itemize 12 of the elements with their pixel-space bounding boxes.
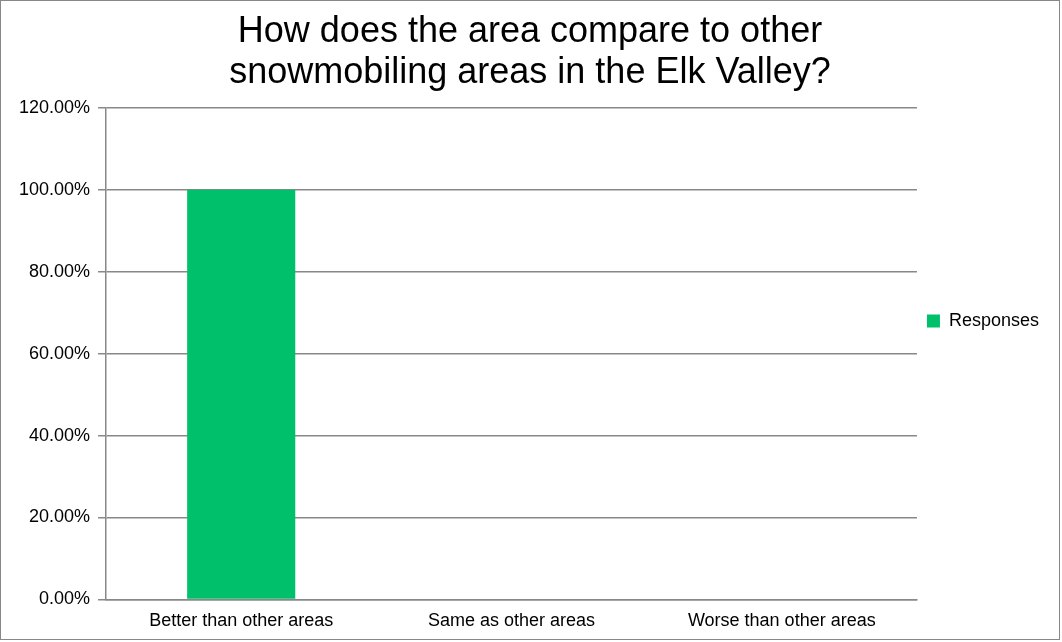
y-tick-label: 60.00% (29, 342, 91, 363)
y-tick-label: 80.00% (29, 260, 91, 281)
y-tick-label: 100.00% (19, 178, 91, 199)
x-tick-label: Worse than other areas (687, 610, 876, 631)
chart-title: How does the area compare to other snowmobiling areas in the Elk Valley? (229, 8, 831, 92)
x-tick-label: Better than other areas (149, 610, 334, 631)
x-tick-label: Same as other areas (427, 610, 596, 631)
y-tick-label: 120.00% (19, 96, 91, 117)
y-tick-label: 20.00% (29, 506, 91, 527)
y-tick-label: 0.00% (39, 588, 91, 609)
legend-label: Responses (948, 309, 1040, 330)
y-tick-label: 40.00% (29, 424, 91, 445)
